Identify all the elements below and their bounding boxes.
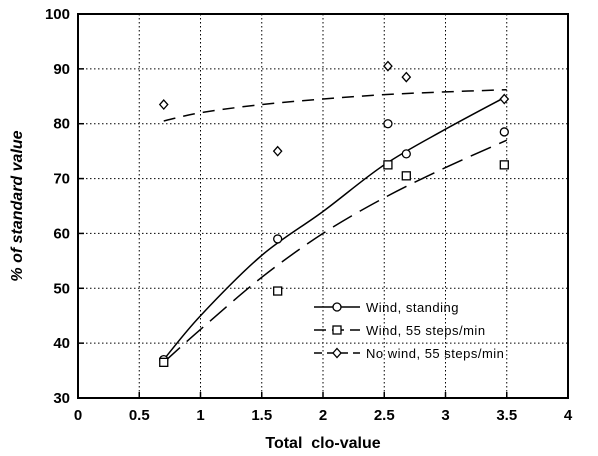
y-tick-label: 70 xyxy=(53,171,70,188)
data-point-diamond xyxy=(499,93,510,105)
legend-label: No wind, 55 steps/min xyxy=(366,346,504,361)
fit-line-diamond xyxy=(163,88,507,122)
legend-label: Wind, 55 steps/min xyxy=(366,323,486,338)
x-tick-label: 1 xyxy=(196,407,204,424)
data-point-square xyxy=(401,171,411,181)
data-point-diamond xyxy=(158,99,169,110)
grid xyxy=(78,14,568,398)
data-point-circle xyxy=(273,234,283,244)
x-tick-label: 2.5 xyxy=(374,407,395,424)
data-point-circle xyxy=(383,119,393,129)
x-axis-label: Total clo-value xyxy=(265,435,380,452)
y-tick-label: 40 xyxy=(53,335,70,352)
x-tick-label: 4 xyxy=(564,407,573,424)
y-tick-label: 50 xyxy=(53,280,70,297)
data-point-diamond xyxy=(383,60,393,72)
data-point-diamond xyxy=(401,71,412,83)
data-point-diamond xyxy=(272,145,283,157)
data-point-square xyxy=(273,286,283,296)
x-tick-label: 2 xyxy=(319,407,327,424)
data-point-circle xyxy=(401,149,411,159)
y-axis-ticks: 30 40 50 60 70 80 90 100 xyxy=(45,6,84,407)
data-point-circle xyxy=(499,127,509,137)
fit-lines xyxy=(163,88,508,363)
fit-line-circle xyxy=(163,95,508,361)
fit-line-square xyxy=(163,139,508,363)
y-tick-label: 90 xyxy=(53,61,70,78)
x-tick-label: 0.5 xyxy=(129,407,150,424)
data-points xyxy=(158,60,510,367)
data-point-square xyxy=(159,357,169,367)
legend-label: Wind, standing xyxy=(366,300,459,315)
legend-marker-square xyxy=(332,325,342,335)
legend: Wind, standing Wind, 55 steps/min No wind,… xyxy=(314,300,504,361)
legend-marker-diamond xyxy=(332,347,342,359)
x-tick-label: 1.5 xyxy=(251,407,272,424)
data-point-square xyxy=(499,160,509,170)
x-tick-label: 0 xyxy=(74,407,82,424)
y-tick-label: 100 xyxy=(45,6,70,23)
y-tick-label: 30 xyxy=(53,390,70,407)
y-tick-label: 60 xyxy=(53,225,70,242)
x-tick-label: 3 xyxy=(441,407,449,424)
x-tick-label: 3.5 xyxy=(496,407,517,424)
data-point-square xyxy=(383,160,393,170)
y-axis-label: % of standard value xyxy=(9,130,26,281)
legend-marker-circle xyxy=(332,302,342,312)
y-tick-label: 80 xyxy=(53,116,70,133)
x-axis-ticks: 0 0.5 1 1.5 2 2.5 3 3.5 4 xyxy=(74,392,573,424)
